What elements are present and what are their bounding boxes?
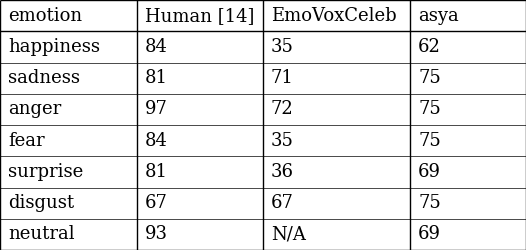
Text: 75: 75 [418, 132, 441, 150]
Text: fear: fear [8, 132, 45, 150]
Text: emotion: emotion [8, 6, 82, 25]
Text: 35: 35 [271, 132, 294, 150]
Text: 75: 75 [418, 69, 441, 87]
Text: sadness: sadness [8, 69, 80, 87]
Text: 71: 71 [271, 69, 294, 87]
Text: 75: 75 [418, 194, 441, 212]
Text: 35: 35 [271, 38, 294, 56]
Text: 36: 36 [271, 163, 294, 181]
Text: neutral: neutral [8, 226, 75, 244]
Text: asya: asya [418, 6, 459, 25]
Text: 93: 93 [145, 226, 168, 244]
Text: 84: 84 [145, 38, 167, 56]
Text: 67: 67 [271, 194, 294, 212]
Text: 69: 69 [418, 163, 441, 181]
Text: disgust: disgust [8, 194, 74, 212]
Text: 72: 72 [271, 100, 294, 118]
Text: 69: 69 [418, 226, 441, 244]
Text: 81: 81 [145, 69, 168, 87]
Text: EmoVoxCeleb: EmoVoxCeleb [271, 6, 397, 25]
Text: Human [14]: Human [14] [145, 6, 254, 25]
Text: 75: 75 [418, 100, 441, 118]
Text: 62: 62 [418, 38, 441, 56]
Text: 81: 81 [145, 163, 168, 181]
Text: anger: anger [8, 100, 61, 118]
Text: surprise: surprise [8, 163, 83, 181]
Text: 97: 97 [145, 100, 167, 118]
Text: N/A: N/A [271, 226, 306, 244]
Text: 67: 67 [145, 194, 167, 212]
Text: 84: 84 [145, 132, 167, 150]
Text: happiness: happiness [8, 38, 100, 56]
